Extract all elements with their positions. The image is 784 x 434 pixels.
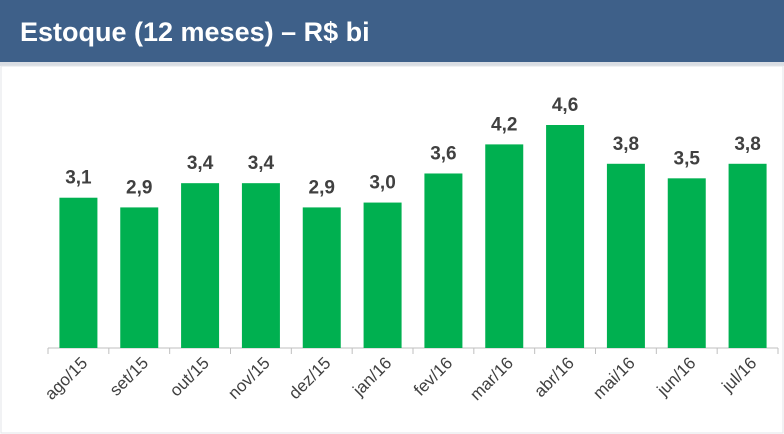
bar: [302, 207, 341, 348]
bar: [59, 197, 98, 348]
x-tick-label: dez/15: [285, 353, 335, 403]
x-tick-label: fev/16: [410, 353, 456, 399]
value-label: 3,6: [430, 143, 456, 164]
bar: [120, 207, 159, 348]
x-tick-label: abr/16: [530, 353, 578, 401]
x-tick-label: out/15: [166, 353, 213, 400]
x-tick-label: jun/16: [653, 353, 700, 400]
x-tick-label: set/15: [106, 353, 152, 399]
x-tick-label: jan/16: [349, 353, 396, 400]
value-label: 3,5: [674, 148, 701, 169]
x-tick-label: ago/15: [41, 353, 91, 403]
value-label: 4,6: [552, 95, 578, 116]
value-label: 3,4: [248, 153, 275, 174]
value-label: 3,4: [187, 153, 214, 174]
value-label: 2,9: [309, 177, 335, 198]
chart-title: Estoque (12 meses) – R$ bi: [20, 17, 370, 47]
x-tick-label: nov/15: [224, 353, 274, 403]
title-rule: [0, 62, 784, 66]
value-label: 3,8: [734, 134, 760, 155]
bar: [485, 144, 524, 348]
x-tick-label: mar/16: [466, 353, 517, 404]
value-label: 3,0: [369, 173, 395, 194]
bar: [181, 183, 220, 348]
value-label: 3,1: [65, 168, 92, 189]
bar: [606, 163, 645, 348]
value-label: 4,2: [491, 114, 517, 135]
value-label: 3,8: [613, 134, 639, 155]
x-tick-label: jul/16: [718, 353, 761, 396]
title-bar: [0, 0, 784, 62]
x-tick-label: mai/16: [589, 353, 639, 403]
bar: [424, 173, 463, 348]
bar: [728, 163, 767, 348]
value-label: 2,9: [126, 177, 152, 198]
bar: [546, 125, 585, 348]
bar: [667, 178, 706, 348]
frame: [0, 65, 784, 434]
bar: [363, 202, 402, 348]
bar: [241, 183, 280, 348]
